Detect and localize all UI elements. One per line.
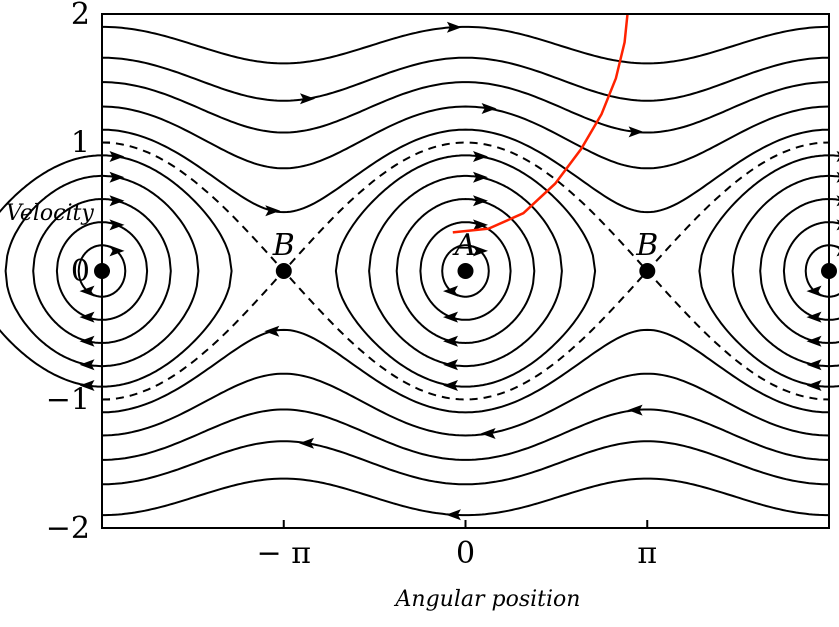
upper-rotating-orbit (102, 107, 829, 169)
x-tick-label: − π (257, 536, 311, 571)
libration-orbit (699, 155, 839, 386)
x-axis-title: Angular position (394, 587, 581, 612)
y-axis-title: Velocity (6, 201, 94, 226)
equilibrium-point-label: A (452, 228, 477, 263)
x-tick-label: π (637, 536, 657, 571)
equilibrium-point (458, 263, 474, 279)
direction-arrow (265, 205, 280, 216)
direction-arrow (110, 245, 125, 256)
y-tick-label: −1 (46, 383, 90, 418)
y-tick-label: −2 (46, 511, 90, 546)
lower-rotating-orbit (102, 374, 829, 436)
x-tick-label: 0 (456, 536, 475, 571)
lower-rotating-orbit (102, 441, 829, 484)
equilibrium-point-label: B (272, 228, 295, 263)
libration-orbit (0, 155, 232, 386)
separatrix (102, 271, 829, 400)
y-tick-label: 2 (71, 0, 90, 32)
y-tick-label: 0 (71, 254, 90, 289)
equilibrium-point (639, 263, 655, 279)
direction-arrow (443, 286, 458, 297)
direction-arrow (807, 286, 822, 297)
points-layer: AB B (94, 228, 837, 279)
upper-rotating-orbit (102, 58, 829, 101)
curves-layer (0, 14, 839, 520)
equilibrium-point-label: B (635, 228, 658, 263)
equilibrium-point (276, 263, 292, 279)
y-tick-label: 1 (71, 126, 90, 161)
